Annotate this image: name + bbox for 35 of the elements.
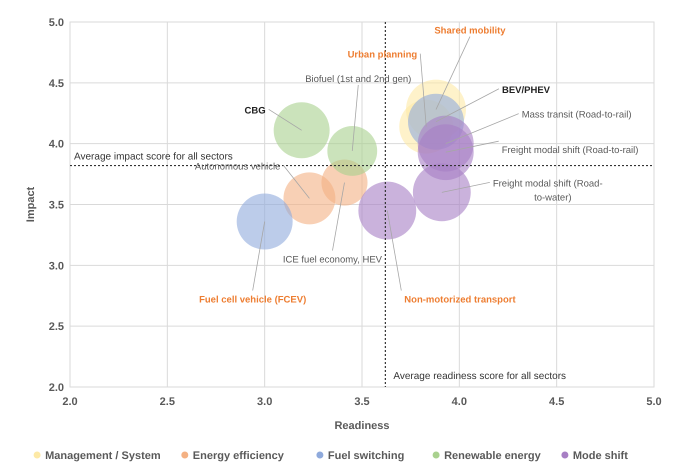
x-axis-title: Readiness [334, 420, 390, 432]
y-tick-label: 3.5 [48, 200, 64, 212]
annotation: Biofuel (1st and 2nd gen) [305, 74, 412, 85]
annotation: Fuel cell vehicle (FCEV) [199, 294, 306, 306]
ref-line-label: Average impact score for all sectors [74, 152, 233, 163]
annotation: Autonomous vehicle [194, 161, 280, 172]
legend-label: Energy efficiency [192, 450, 285, 462]
x-tick-label: 3.0 [257, 396, 272, 408]
annotation: Non-motorized transport [404, 294, 516, 306]
annotation: Freight modal shift (Road-to-rail) [502, 145, 638, 156]
legend-label: Fuel switching [328, 450, 404, 462]
y-tick-label: 4.0 [48, 138, 64, 151]
x-tick-label: 5.0 [646, 396, 662, 408]
ref-line-label: Average readiness score for all sectors [393, 371, 566, 382]
annotation: Shared mobility [434, 26, 506, 37]
legend-label: Management / System [45, 450, 161, 462]
legend-label: Mode shift [572, 450, 628, 462]
legend-label: Renewable energy [444, 450, 542, 462]
annotation: Freight modal shift (Road- to-water) [492, 178, 603, 204]
x-tick-label: 3.5 [354, 396, 370, 408]
x-tick-label: 4.5 [549, 396, 564, 408]
x-tick-label: 4.0 [452, 396, 467, 408]
x-tick-label: 2.0 [62, 396, 78, 408]
y-tick-label: 2.0 [48, 382, 64, 394]
y-axis-title: Impact [25, 186, 37, 222]
annotation: ICE fuel economy, HEV [282, 254, 383, 266]
annotation: Mass transit (Road-to-rail) [522, 110, 632, 121]
y-tick-label: 3.0 [48, 260, 64, 272]
annotation: CBG [244, 105, 266, 116]
annotation: BEV/PHEV [502, 84, 551, 96]
y-tick-label: 2.5 [48, 321, 64, 334]
y-tick-label: 4.5 [48, 78, 64, 90]
x-tick-label: 2.5 [160, 396, 175, 408]
annotation: Urban planning [348, 50, 418, 61]
y-tick-label: 5.0 [48, 17, 64, 29]
